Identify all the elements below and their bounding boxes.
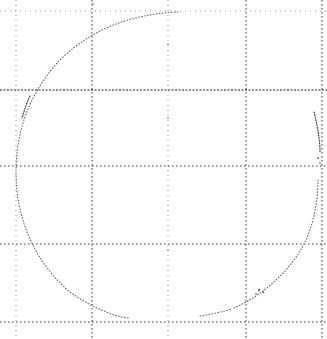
circle-arc-right-fragment bbox=[313, 111, 321, 153]
circle-sketch bbox=[15, 3, 321, 319]
circle-arc-lower-right bbox=[233, 179, 319, 309]
stray-mark-5 bbox=[319, 162, 321, 164]
stray-mark-3 bbox=[255, 293, 257, 295]
stray-mark-9 bbox=[167, 249, 169, 251]
vertical-gridlines bbox=[15, 0, 323, 339]
circle-arc-bottom-fragment bbox=[199, 308, 233, 317]
circle-arc-main bbox=[15, 11, 179, 319]
stray-mark-2 bbox=[262, 291, 264, 293]
stray-mark-4 bbox=[317, 157, 319, 159]
stray-mark-7 bbox=[167, 43, 169, 45]
horizontal-gridlines bbox=[0, 10, 327, 323]
stray-mark-8 bbox=[167, 117, 169, 119]
stray-mark-6 bbox=[92, 3, 94, 5]
stray-mark-1 bbox=[257, 288, 261, 292]
circle-arc-left-fragment bbox=[21, 95, 31, 119]
